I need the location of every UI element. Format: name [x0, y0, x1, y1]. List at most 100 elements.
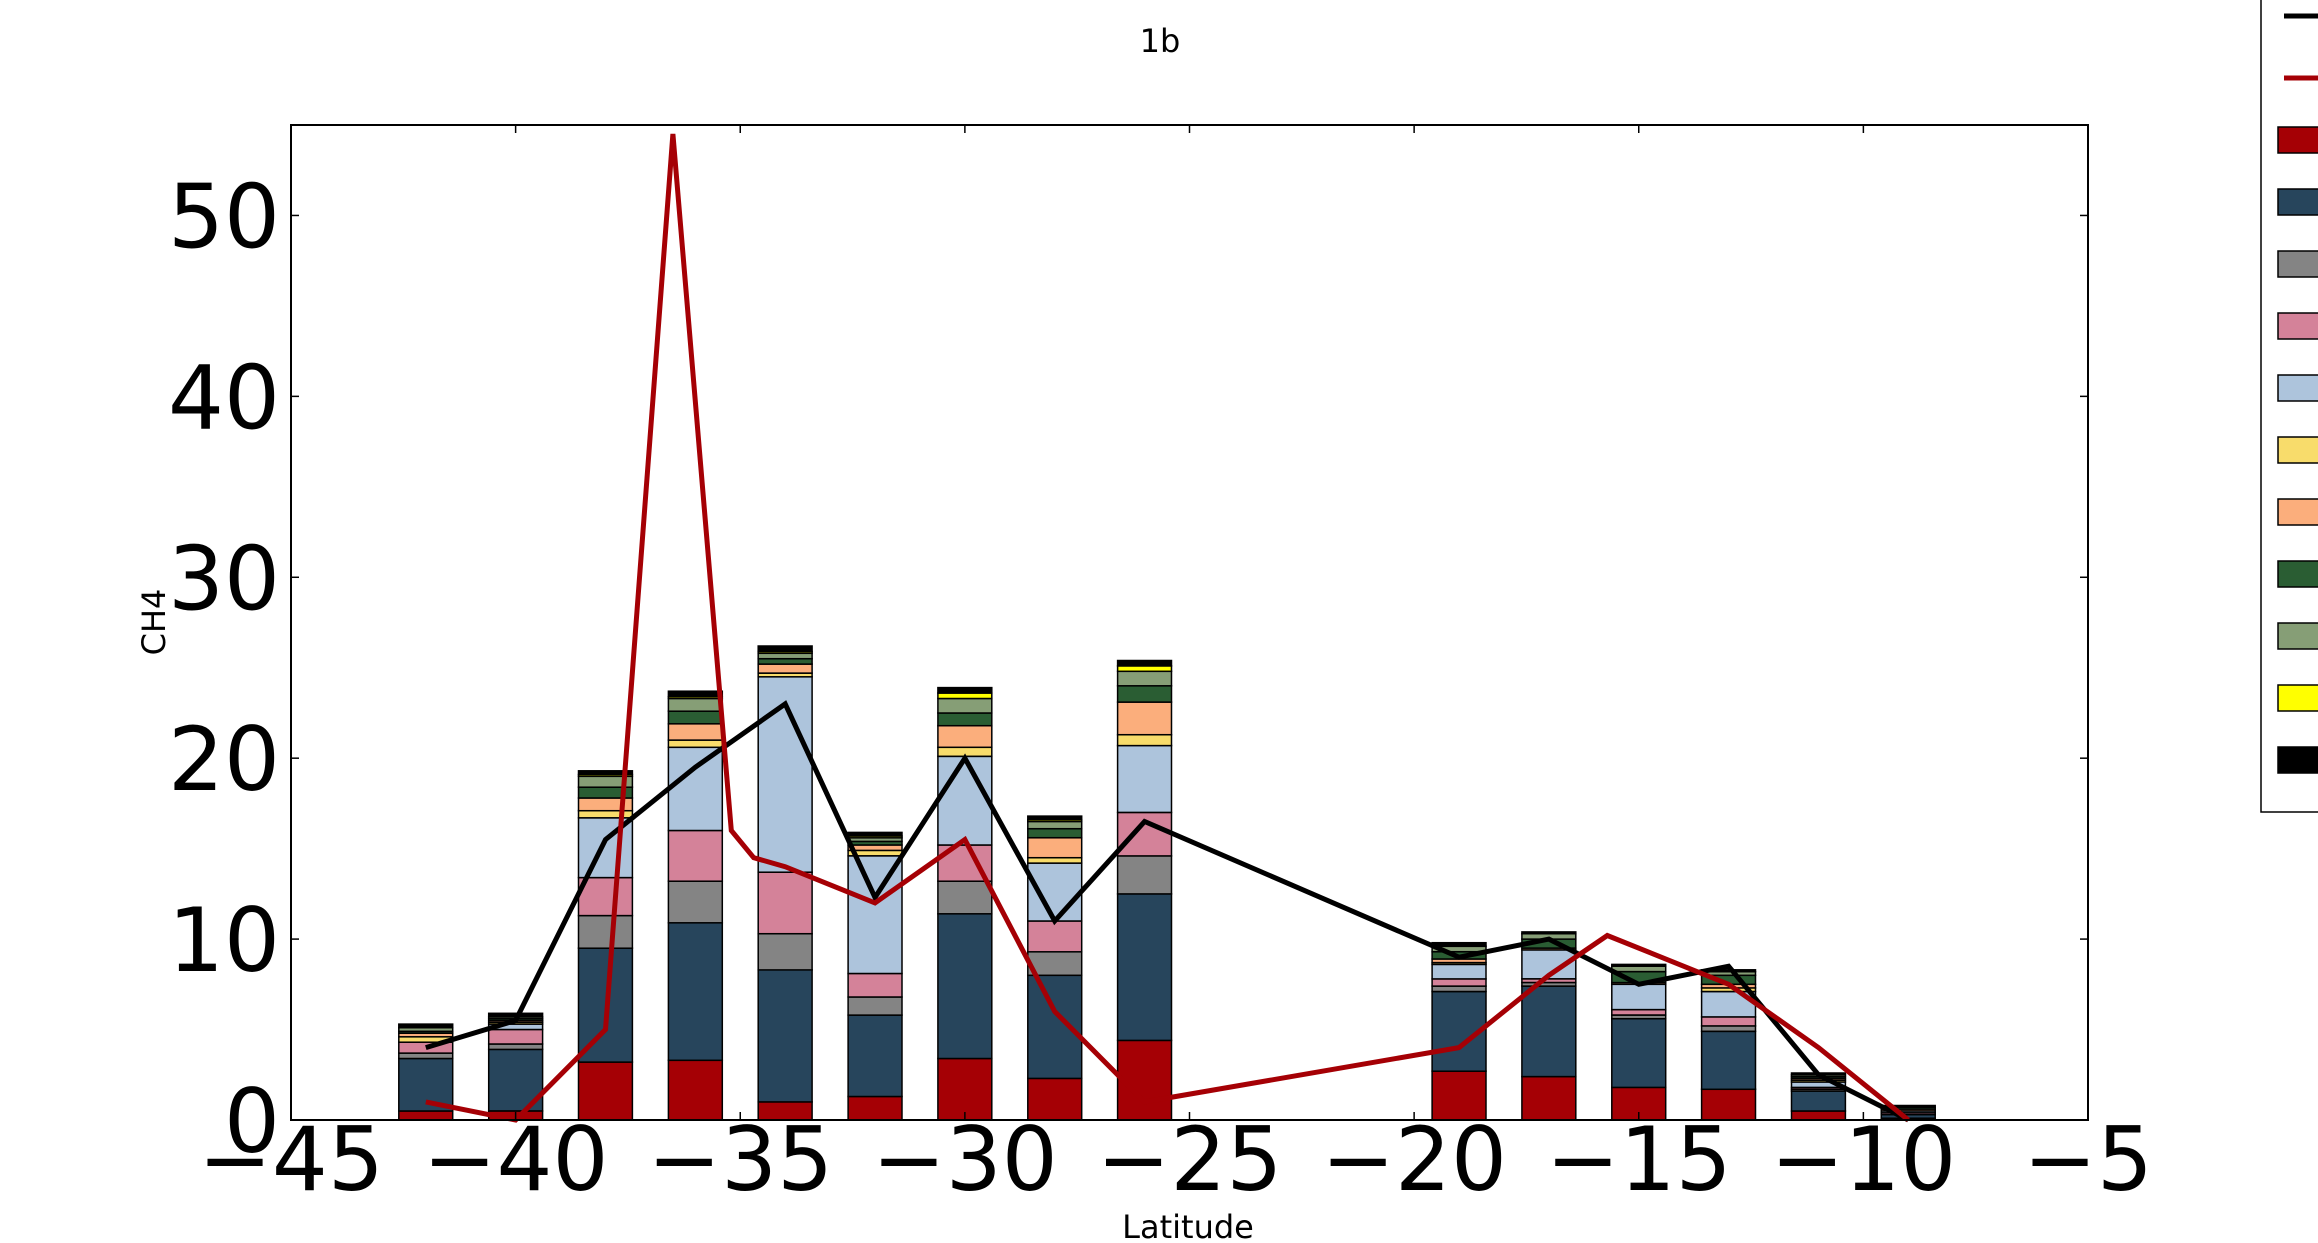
bar-segment-7-1 — [1027, 974, 1083, 1080]
bar-segment-8-5 — [1116, 733, 1173, 747]
bar-segment-12-1 — [1700, 1030, 1757, 1091]
ticks-layer — [290, 125, 2089, 1121]
y-tick-label-0: 0 — [224, 1070, 280, 1173]
bar-segment-8-2 — [1116, 855, 1173, 895]
bar-segment-8-10 — [1116, 659, 1173, 667]
bar-segment-6-10 — [937, 686, 993, 694]
bar-segment-2-1 — [577, 947, 634, 1063]
bar-segment-4-10 — [757, 645, 813, 653]
bar-segment-4-3 — [757, 871, 813, 935]
bar-segment-6-9 — [937, 692, 993, 700]
bar-segment-5-10 — [847, 831, 903, 837]
legend-patch-11 — [2277, 684, 2318, 712]
legend-patch-9 — [2277, 560, 2318, 588]
bar-segment-6-2 — [937, 880, 993, 915]
bar-segment-7-6 — [1027, 837, 1083, 859]
bar-segment-7-5 — [1027, 856, 1083, 864]
bar-segment-8-8 — [1116, 670, 1173, 687]
legend-patch-8 — [2277, 498, 2318, 526]
bar-segment-3-5 — [667, 739, 724, 749]
bar-segment-11-1 — [1611, 1017, 1667, 1089]
y-tick-label-4: 40 — [168, 346, 280, 449]
x-tick-label-5: −20 — [1321, 1108, 1507, 1211]
legend-patch-4 — [2277, 250, 2318, 278]
bar-segment-11-3 — [1611, 1008, 1667, 1016]
x-tick-label-3: −30 — [872, 1108, 1058, 1211]
x-axis-label: Latitude — [1122, 1208, 1254, 1243]
legend — [2260, 0, 2318, 813]
bar-segment-12-2 — [1700, 1025, 1757, 1033]
bar-segment-7-7 — [1027, 827, 1083, 839]
bar-segment-8-0 — [1116, 1039, 1173, 1121]
bar-segment-4-7 — [757, 657, 813, 665]
bar-segment-6-4 — [937, 755, 993, 846]
lines-layer — [425, 133, 1910, 1123]
bar-segment-3-1 — [667, 922, 724, 1062]
legend-patch-7 — [2277, 436, 2318, 464]
y-tick-label-2: 20 — [168, 708, 280, 811]
bar-segment-8-4 — [1116, 744, 1173, 814]
series-line-1 — [425, 133, 1910, 1123]
bar-segment-8-1 — [1116, 893, 1173, 1042]
bar-segment-5-6 — [847, 844, 903, 852]
bar-segment-7-3 — [1027, 920, 1083, 953]
bar-segment-3-4 — [667, 746, 724, 832]
bar-segment-5-4 — [847, 855, 903, 975]
y-tick-label-3: 30 — [168, 527, 280, 630]
bar-segment-6-1 — [937, 913, 993, 1060]
x-tick-label-8: −5 — [2023, 1108, 2153, 1211]
x-tick-label-0: −45 — [198, 1108, 384, 1211]
bar-segment-8-9 — [1116, 665, 1173, 673]
x-tick-label-7: −10 — [1771, 1108, 1957, 1211]
bar-segment-11-10 — [1611, 963, 1667, 967]
bar-segment-4-8 — [757, 652, 813, 660]
bar-segment-3-0 — [667, 1059, 724, 1121]
bar-segment-6-7 — [937, 712, 993, 727]
bar-segment-8-7 — [1116, 685, 1173, 703]
bar-segment-11-8 — [1611, 965, 1667, 973]
x-tick-label-6: −15 — [1546, 1108, 1732, 1211]
plot-frame — [290, 124, 2089, 1121]
legend-patch-10 — [2277, 622, 2318, 650]
bar-segment-3-6 — [667, 723, 724, 741]
bar-segment-6-6 — [937, 724, 993, 749]
x-tick-labels: −45 −40 −35 −30 −25 −20 −15 −10 −5 — [198, 1108, 2153, 1211]
bar-segment-7-8 — [1027, 820, 1083, 830]
x-tick-label-4: −25 — [1097, 1108, 1283, 1211]
bar-segment-3-10 — [667, 690, 724, 698]
bar-segment-2-0 — [577, 1061, 634, 1121]
bars-layer — [398, 645, 1936, 1121]
y-axis-label: CH4 — [135, 589, 173, 656]
bar-segment-3-7 — [667, 710, 724, 725]
bar-segment-9-4 — [1431, 963, 1487, 980]
bar-segment-7-10 — [1027, 815, 1083, 821]
bar-segment-10-0 — [1521, 1075, 1577, 1121]
bar-segment-5-1 — [847, 1014, 903, 1098]
bar-segment-4-2 — [757, 932, 813, 971]
legend-patch-3 — [2277, 188, 2318, 216]
bar-segment-10-1 — [1521, 985, 1577, 1078]
bar-segment-1-3 — [487, 1028, 544, 1045]
legend-patch-2 — [2277, 126, 2318, 154]
bar-segment-3-3 — [667, 829, 724, 882]
bar-segment-12-3 — [1700, 1016, 1757, 1027]
bar-segment-9-3 — [1431, 978, 1487, 987]
bar-segment-11-4 — [1611, 983, 1667, 1011]
bar-segment-9-2 — [1431, 985, 1487, 993]
bar-segment-2-10 — [577, 770, 634, 776]
x-tick-label-1: −40 — [423, 1108, 609, 1211]
bar-segment-4-1 — [757, 969, 813, 1103]
legend-patch-12 — [2277, 746, 2318, 774]
bar-segment-5-2 — [847, 996, 903, 1016]
legend-patch-6 — [2277, 374, 2318, 402]
bar-segment-3-2 — [667, 880, 724, 924]
bar-segment-6-8 — [937, 697, 993, 714]
y-tick-label-1: 10 — [168, 889, 280, 992]
bar-segment-0-10 — [398, 1023, 454, 1029]
bar-segment-9-10 — [1431, 941, 1487, 948]
bar-segment-4-6 — [757, 663, 813, 674]
y-tick-labels: 0 10 20 30 40 50 — [168, 165, 280, 1173]
bar-segment-2-2 — [577, 914, 634, 949]
bar-segment-0-2 — [398, 1052, 454, 1060]
